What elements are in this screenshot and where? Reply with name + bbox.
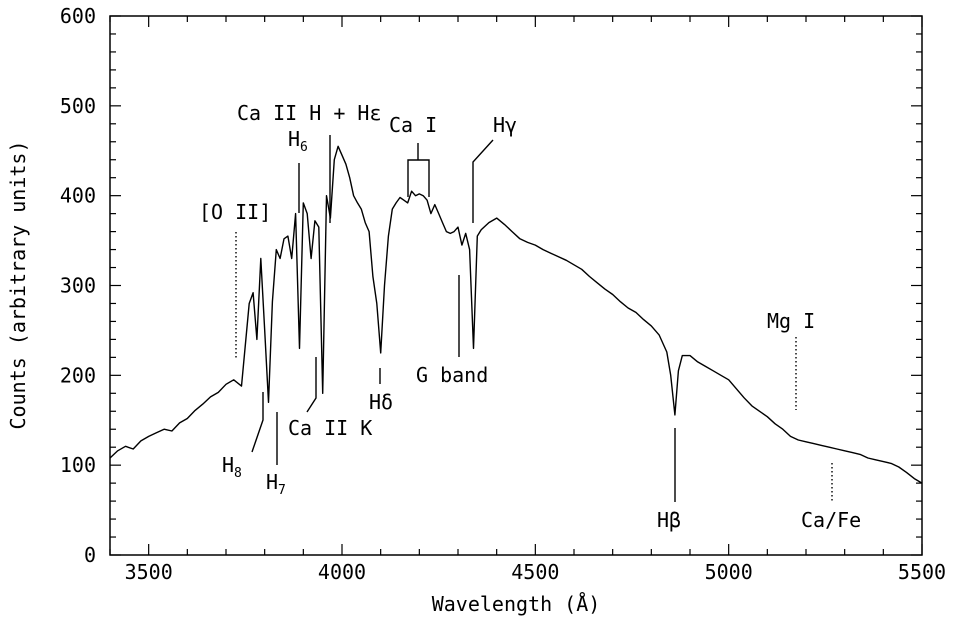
annotation-h8: H8 <box>222 453 242 481</box>
x-tick-label: 3500 <box>125 560 173 584</box>
h8-marker <box>251 392 264 453</box>
hgamma-marker <box>472 139 494 223</box>
annotation-hbeta: Hβ <box>657 508 681 532</box>
axis-ticks <box>109 15 923 556</box>
y-tick-label: 100 <box>60 453 96 477</box>
annotation-caiih: Ca II H + Hε <box>237 101 382 125</box>
y-tick-label: 300 <box>60 274 96 298</box>
spectrum-line <box>109 145 923 484</box>
y-tick-label: 0 <box>84 543 96 567</box>
y-tick-label: 500 <box>60 94 96 118</box>
x-tick-label: 5000 <box>705 560 753 584</box>
annotation-caiik: Ca II K <box>288 416 372 440</box>
line-markers <box>235 135 833 502</box>
annotation-cafe: Ca/Fe <box>801 508 861 532</box>
annotation-oii: [O II] <box>199 200 271 224</box>
y-tick-label: 200 <box>60 363 96 387</box>
annotation-cai: Ca I <box>389 113 437 137</box>
x-axis-label: Wavelength (Å) <box>432 592 601 616</box>
annotation-gband: G band <box>416 363 488 387</box>
y-tick-label: 600 <box>60 4 96 28</box>
y-tick-label: 400 <box>60 184 96 208</box>
tick-labels: 3500 4000 4500 5000 5500 0 100 200 300 400 500 600 <box>60 4 946 584</box>
line-labels: [O II] H8 H7 H6 Ca II K Ca II H + Hε Hδ … <box>199 101 861 532</box>
x-tick-label: 4000 <box>318 560 366 584</box>
annotation-mgi: Mg I <box>767 309 815 333</box>
annotation-h6: H6 <box>288 127 308 155</box>
annotation-hgamma: Hγ <box>493 113 517 137</box>
y-axis-label: Counts (arbitrary units) <box>6 141 30 430</box>
annotation-h7: H7 <box>266 470 286 498</box>
caiik-marker <box>306 357 317 413</box>
x-tick-label: 4500 <box>511 560 559 584</box>
x-tick-label: 5500 <box>898 560 946 584</box>
annotation-hdelta: Hδ <box>369 390 393 414</box>
